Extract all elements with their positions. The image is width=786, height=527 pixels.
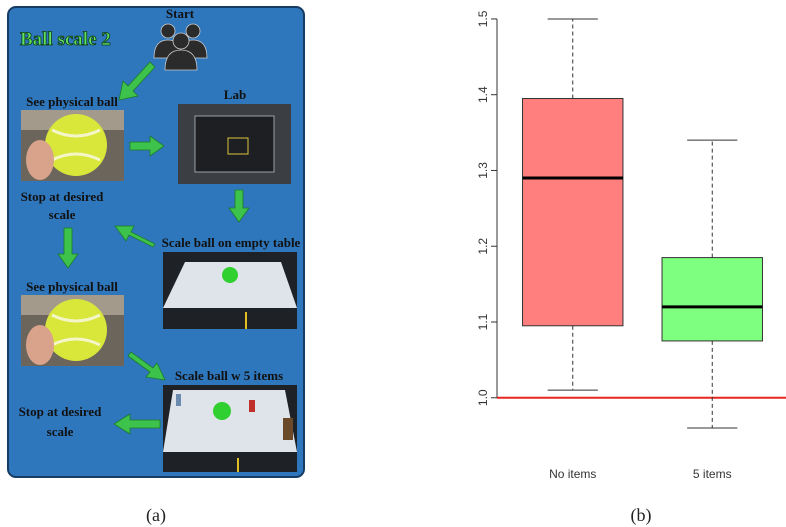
step-label: Scale ball on empty table <box>162 235 301 250</box>
start-label: Start <box>166 6 195 21</box>
step-label: scale <box>47 424 74 439</box>
box-plot: 1.0 1.1 1.2 1.3 1.4 1.5 No items 5 items <box>476 10 786 481</box>
step-label: Stop at desired <box>21 189 105 204</box>
diagram-title: Ball scale 2 <box>20 29 111 50</box>
step-label: Scale ball w 5 items <box>175 368 283 383</box>
step-label: Stop at desired <box>19 404 103 419</box>
y-tick-label: 1.4 <box>476 86 490 103</box>
step-label: scale <box>49 207 76 222</box>
table-image-1 <box>163 252 297 329</box>
y-tick-label: 1.5 <box>476 10 490 27</box>
x-tick-label: 5 items <box>693 467 732 481</box>
caption: (a) <box>146 505 166 526</box>
box <box>662 258 762 341</box>
diagram-panel: Ball scale 2 Start <box>8 6 304 477</box>
y-tick-label: 1.0 <box>476 389 490 406</box>
y-tick-label: 1.1 <box>476 313 490 330</box>
ball-photo-1 <box>21 110 124 181</box>
y-tick-label: 1.2 <box>476 238 490 255</box>
ball-photo-2 <box>21 295 124 366</box>
box <box>523 98 623 325</box>
y-tick-label: 1.3 <box>476 162 490 179</box>
caption: (b) <box>631 505 652 526</box>
step-label: See physical ball <box>26 94 118 109</box>
lab-image <box>178 104 291 184</box>
step-label: Lab <box>224 87 246 102</box>
step-label: See physical ball <box>26 279 118 294</box>
table-image-2 <box>163 385 297 472</box>
x-tick-label: No items <box>549 467 596 481</box>
figure: Ball scale 2 Start <box>0 0 786 527</box>
